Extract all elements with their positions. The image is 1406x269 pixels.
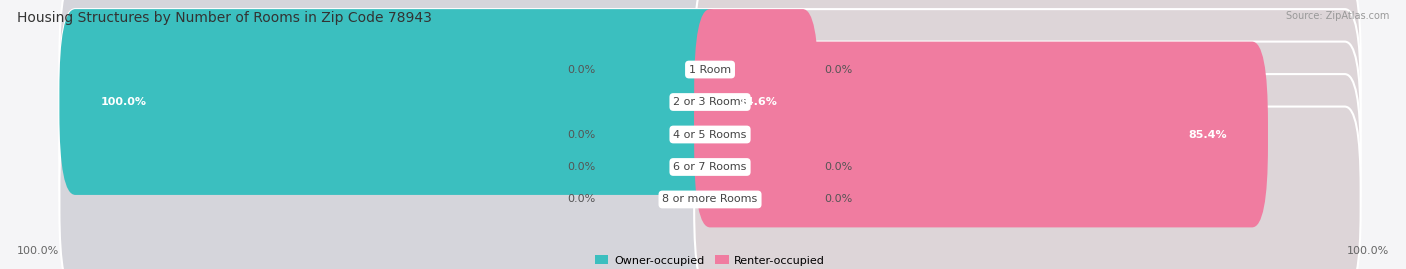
FancyBboxPatch shape	[59, 0, 725, 162]
Text: 14.6%: 14.6%	[738, 97, 778, 107]
FancyBboxPatch shape	[59, 74, 725, 260]
Text: 0.0%: 0.0%	[568, 129, 596, 140]
Text: Housing Structures by Number of Rooms in Zip Code 78943: Housing Structures by Number of Rooms in…	[17, 11, 432, 25]
FancyBboxPatch shape	[59, 107, 725, 269]
Text: 1 Room: 1 Room	[689, 65, 731, 75]
Text: 4 or 5 Rooms: 4 or 5 Rooms	[673, 129, 747, 140]
Text: 2 or 3 Rooms: 2 or 3 Rooms	[673, 97, 747, 107]
Text: 6 or 7 Rooms: 6 or 7 Rooms	[673, 162, 747, 172]
Text: 0.0%: 0.0%	[824, 65, 852, 75]
FancyBboxPatch shape	[695, 42, 1361, 227]
Text: 0.0%: 0.0%	[568, 162, 596, 172]
Text: 8 or more Rooms: 8 or more Rooms	[662, 194, 758, 204]
Text: Source: ZipAtlas.com: Source: ZipAtlas.com	[1285, 11, 1389, 21]
FancyBboxPatch shape	[695, 9, 1361, 195]
FancyBboxPatch shape	[695, 9, 818, 195]
FancyBboxPatch shape	[695, 107, 1361, 269]
Text: 100.0%: 100.0%	[1347, 246, 1389, 256]
Text: 100.0%: 100.0%	[17, 246, 59, 256]
Legend: Owner-occupied, Renter-occupied: Owner-occupied, Renter-occupied	[591, 251, 830, 269]
FancyBboxPatch shape	[695, 42, 1268, 227]
Text: 0.0%: 0.0%	[824, 162, 852, 172]
FancyBboxPatch shape	[59, 9, 725, 195]
Text: 100.0%: 100.0%	[101, 97, 146, 107]
FancyBboxPatch shape	[695, 74, 1361, 260]
Text: 0.0%: 0.0%	[824, 194, 852, 204]
Text: 85.4%: 85.4%	[1188, 129, 1226, 140]
FancyBboxPatch shape	[59, 42, 725, 227]
Text: 0.0%: 0.0%	[568, 194, 596, 204]
Text: 0.0%: 0.0%	[568, 65, 596, 75]
FancyBboxPatch shape	[695, 0, 1361, 162]
FancyBboxPatch shape	[59, 9, 725, 195]
